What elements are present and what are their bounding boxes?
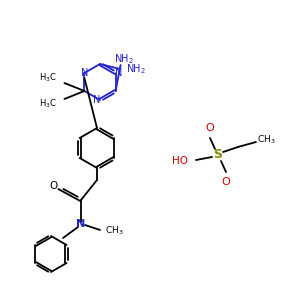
Text: N: N: [81, 68, 88, 78]
Text: N: N: [115, 68, 122, 78]
Text: CH$_3$: CH$_3$: [257, 134, 275, 146]
Text: CH$_3$: CH$_3$: [105, 225, 123, 237]
Text: H$_3$C: H$_3$C: [39, 72, 56, 84]
Text: NH$_2$: NH$_2$: [126, 62, 146, 76]
Text: NH$_2$: NH$_2$: [114, 52, 134, 66]
Text: H$_3$C: H$_3$C: [39, 98, 56, 110]
Text: N: N: [93, 95, 101, 105]
Text: O: O: [50, 181, 58, 191]
Text: N: N: [76, 219, 85, 229]
Text: O: O: [206, 123, 214, 133]
Text: O: O: [222, 177, 230, 187]
Text: HO: HO: [172, 156, 188, 166]
Text: S: S: [214, 148, 223, 161]
